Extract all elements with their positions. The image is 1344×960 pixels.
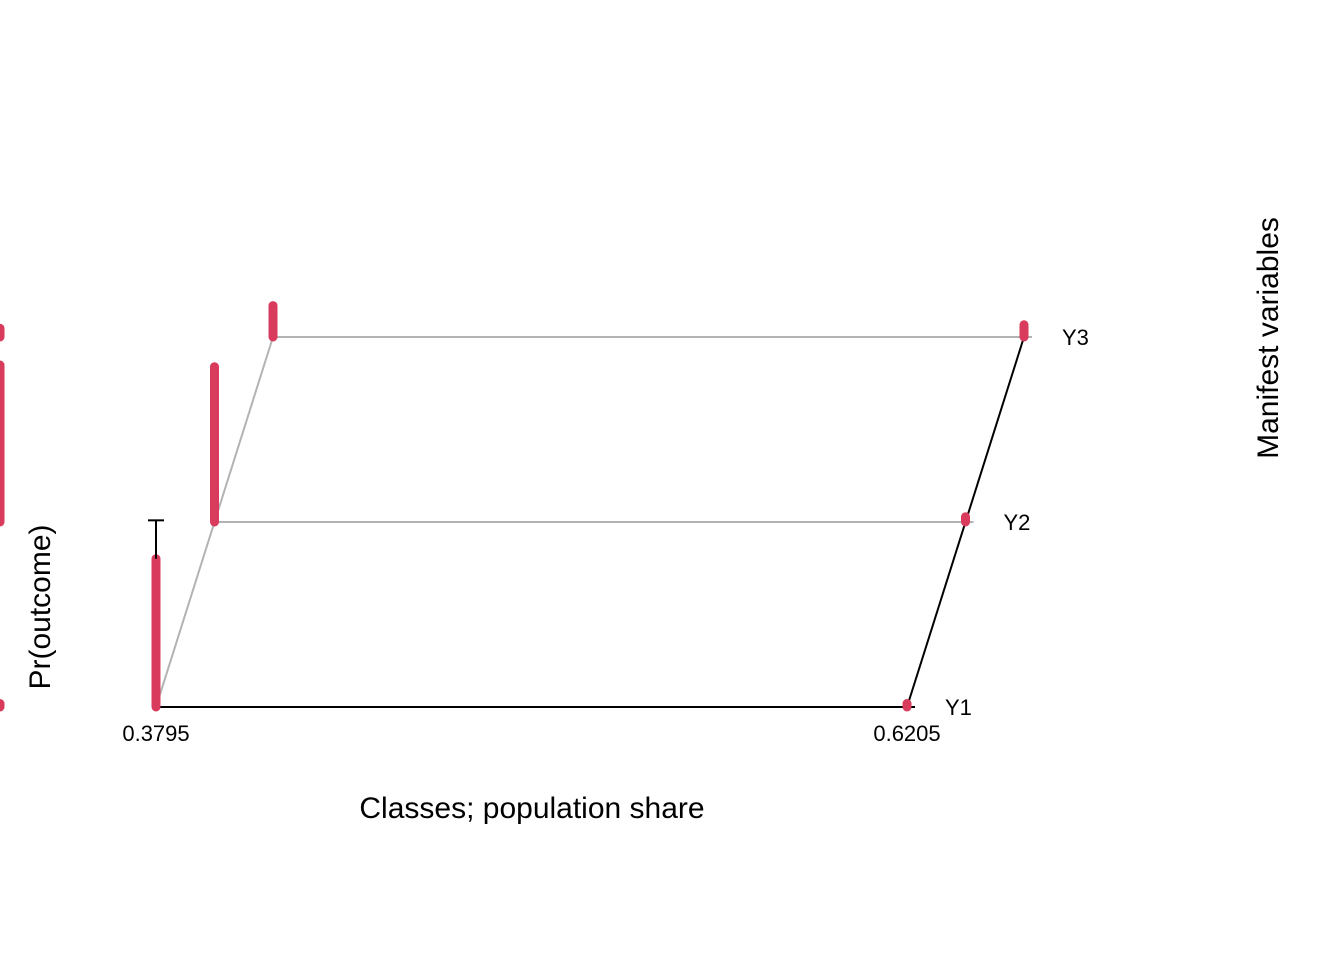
z-axis-title: Manifest variables <box>1252 217 1285 459</box>
grid-layer <box>155 336 1032 708</box>
y-axis-title: Pr(outcome) <box>24 524 57 689</box>
variable-label-y2: Y2 <box>1004 510 1031 535</box>
variable-label-y1: Y1 <box>945 695 972 720</box>
variable-label-y3: Y3 <box>1062 325 1089 350</box>
x-axis-title: Classes; population share <box>359 792 704 825</box>
class-tick-label: 0.6205 <box>873 721 940 746</box>
class-tick-label: 0.3795 <box>122 721 189 746</box>
bar-layer <box>0 301 1029 712</box>
error-bar <box>148 519 164 559</box>
